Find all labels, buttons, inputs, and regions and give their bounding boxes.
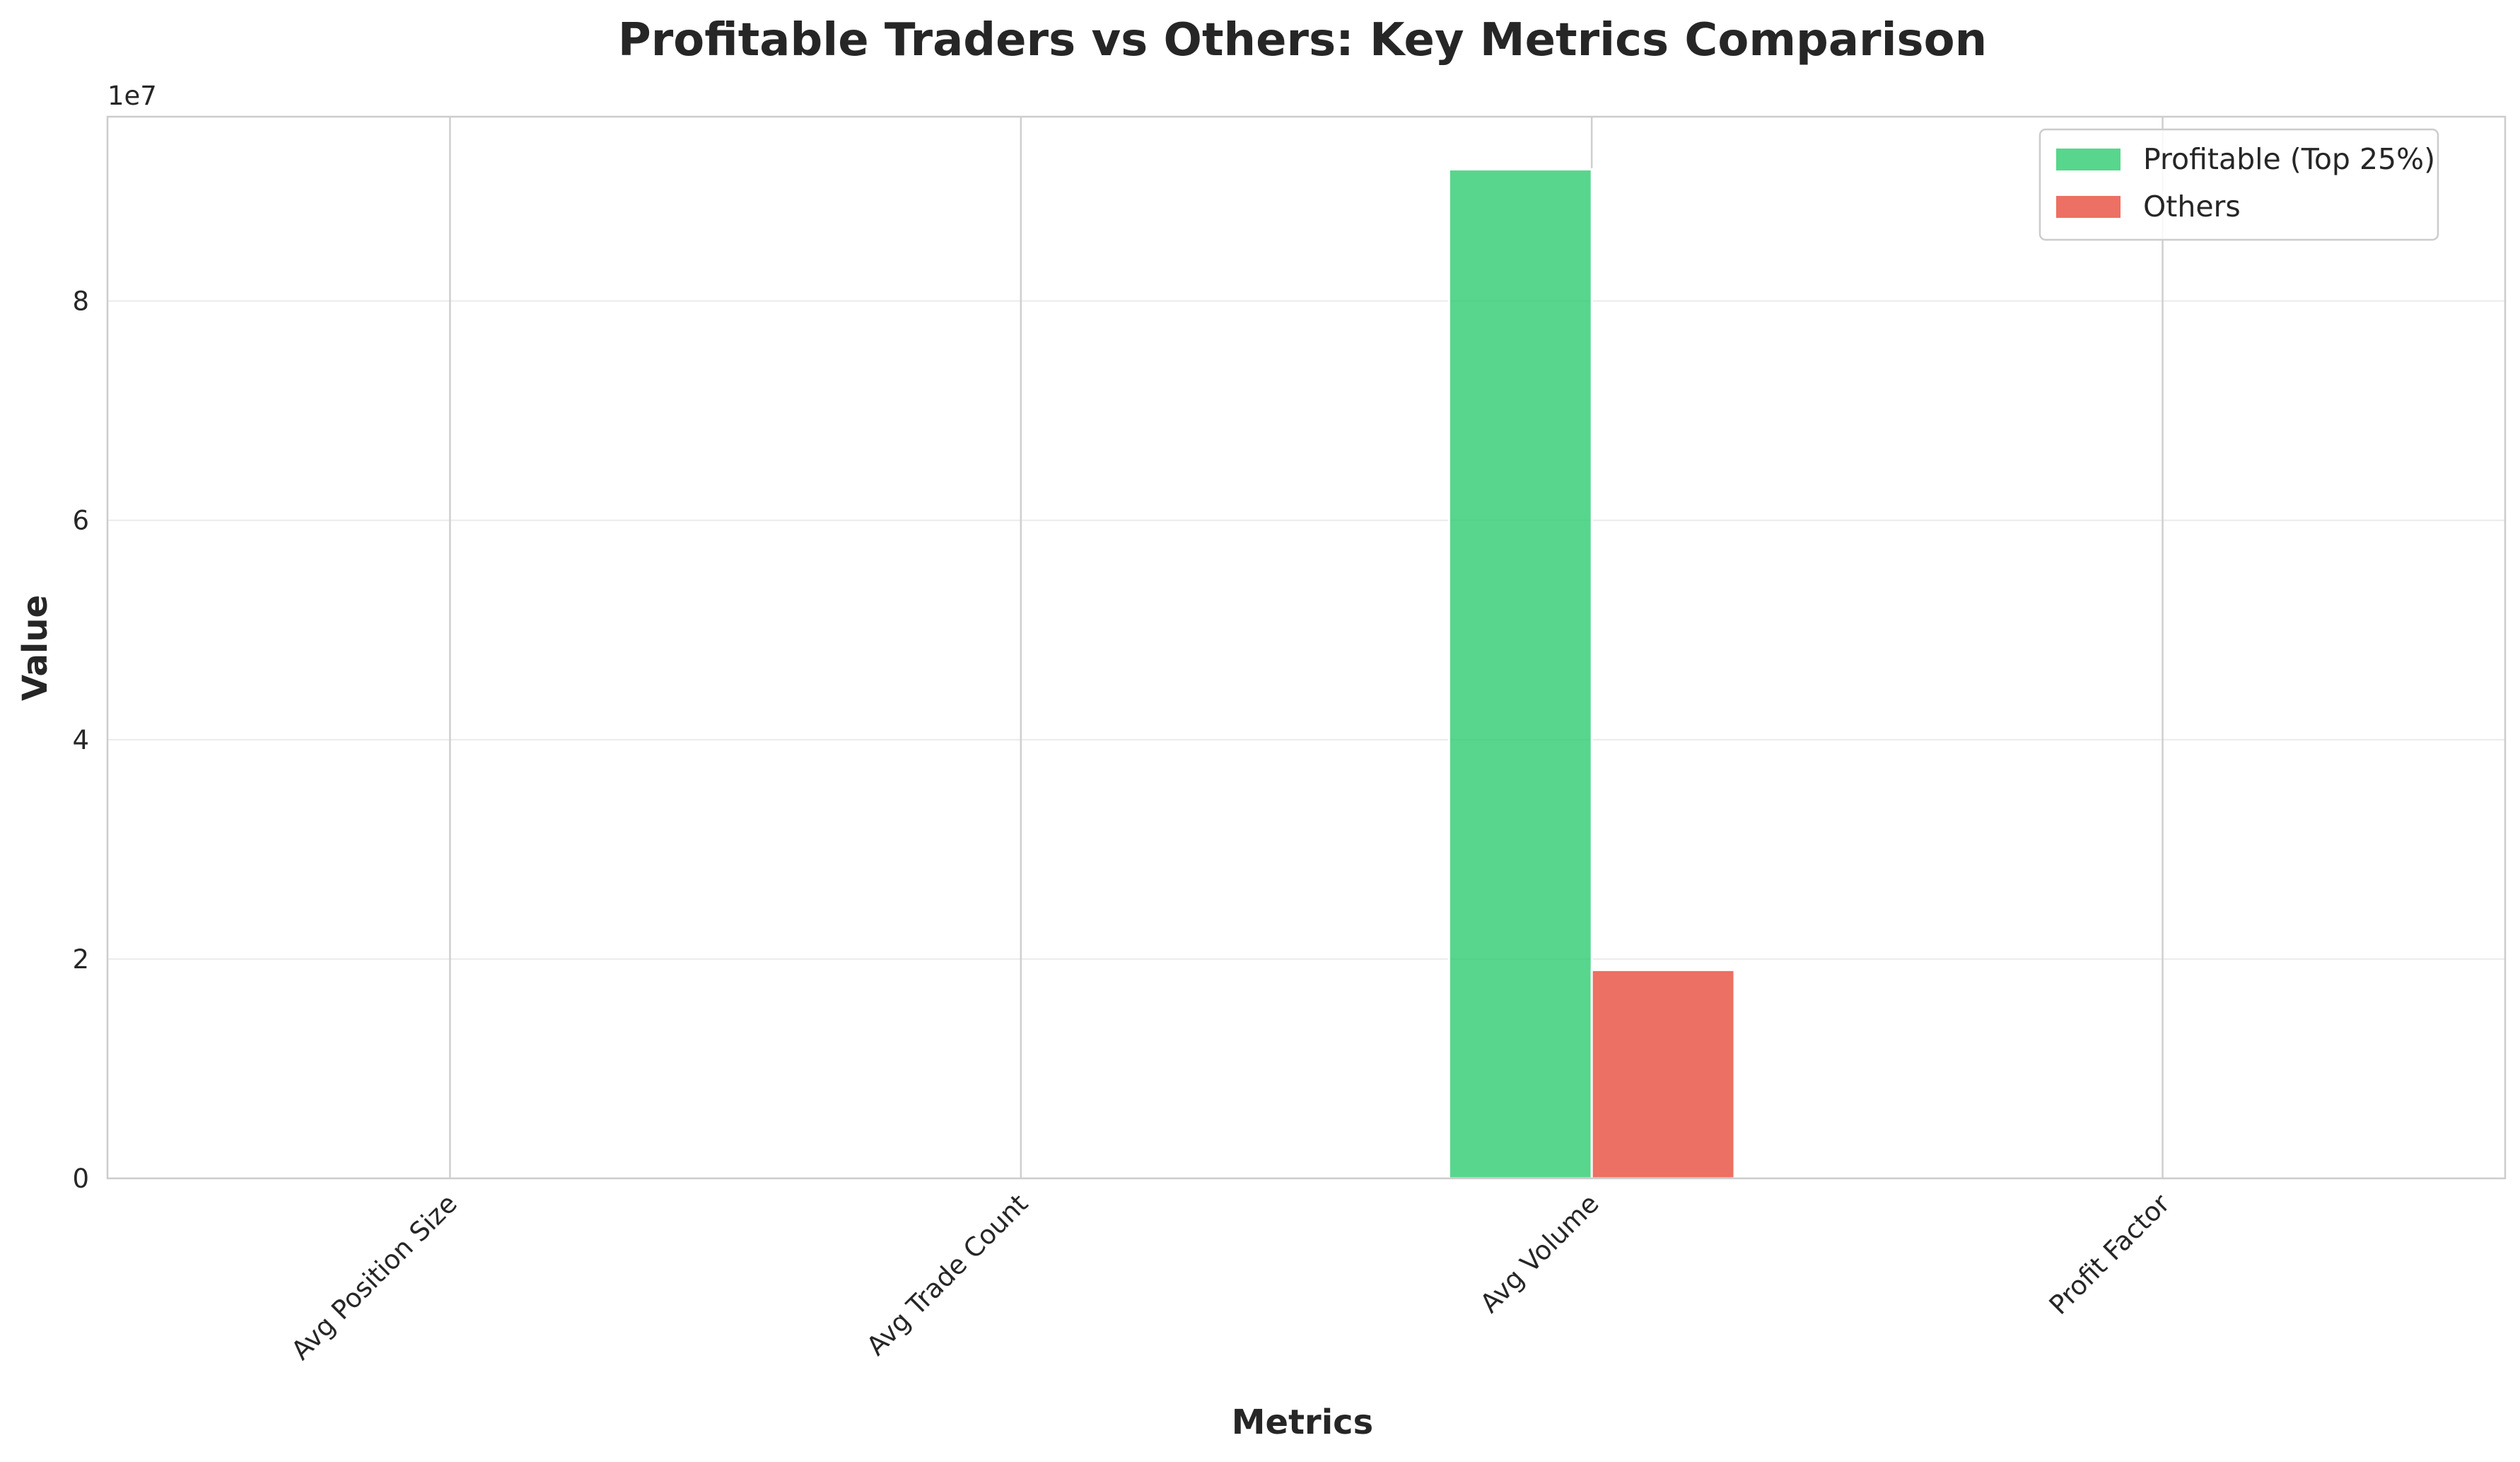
chart-title: Profitable Traders vs Others: Key Metric… [618, 14, 1987, 66]
y-tick-label: 0 [72, 1164, 89, 1194]
legend: Profitable (Top 25%) Others [2038, 128, 2439, 241]
y-offset-label: 1e7 [107, 81, 157, 111]
x-axis-label: Metrics [1232, 1403, 1373, 1442]
legend-label: Others [2143, 190, 2241, 224]
bar [1447, 168, 1593, 1180]
legend-label: Profitable (Top 25%) [2143, 142, 2435, 176]
legend-swatch [2055, 195, 2122, 219]
y-tick-label: 8 [72, 286, 89, 317]
legend-swatch [2055, 147, 2122, 172]
y-tick-label: 6 [72, 506, 89, 536]
y-axis: 0 2 4 6 8 [72, 286, 89, 1194]
plot-frame [106, 115, 2507, 1180]
legend-frame [2038, 128, 2439, 241]
y-tick-label: 2 [72, 944, 89, 975]
y-tick-label: 4 [72, 725, 89, 755]
y-axis-label: Value [16, 595, 55, 701]
bar [1590, 968, 1736, 1180]
bars [1447, 168, 1736, 1180]
